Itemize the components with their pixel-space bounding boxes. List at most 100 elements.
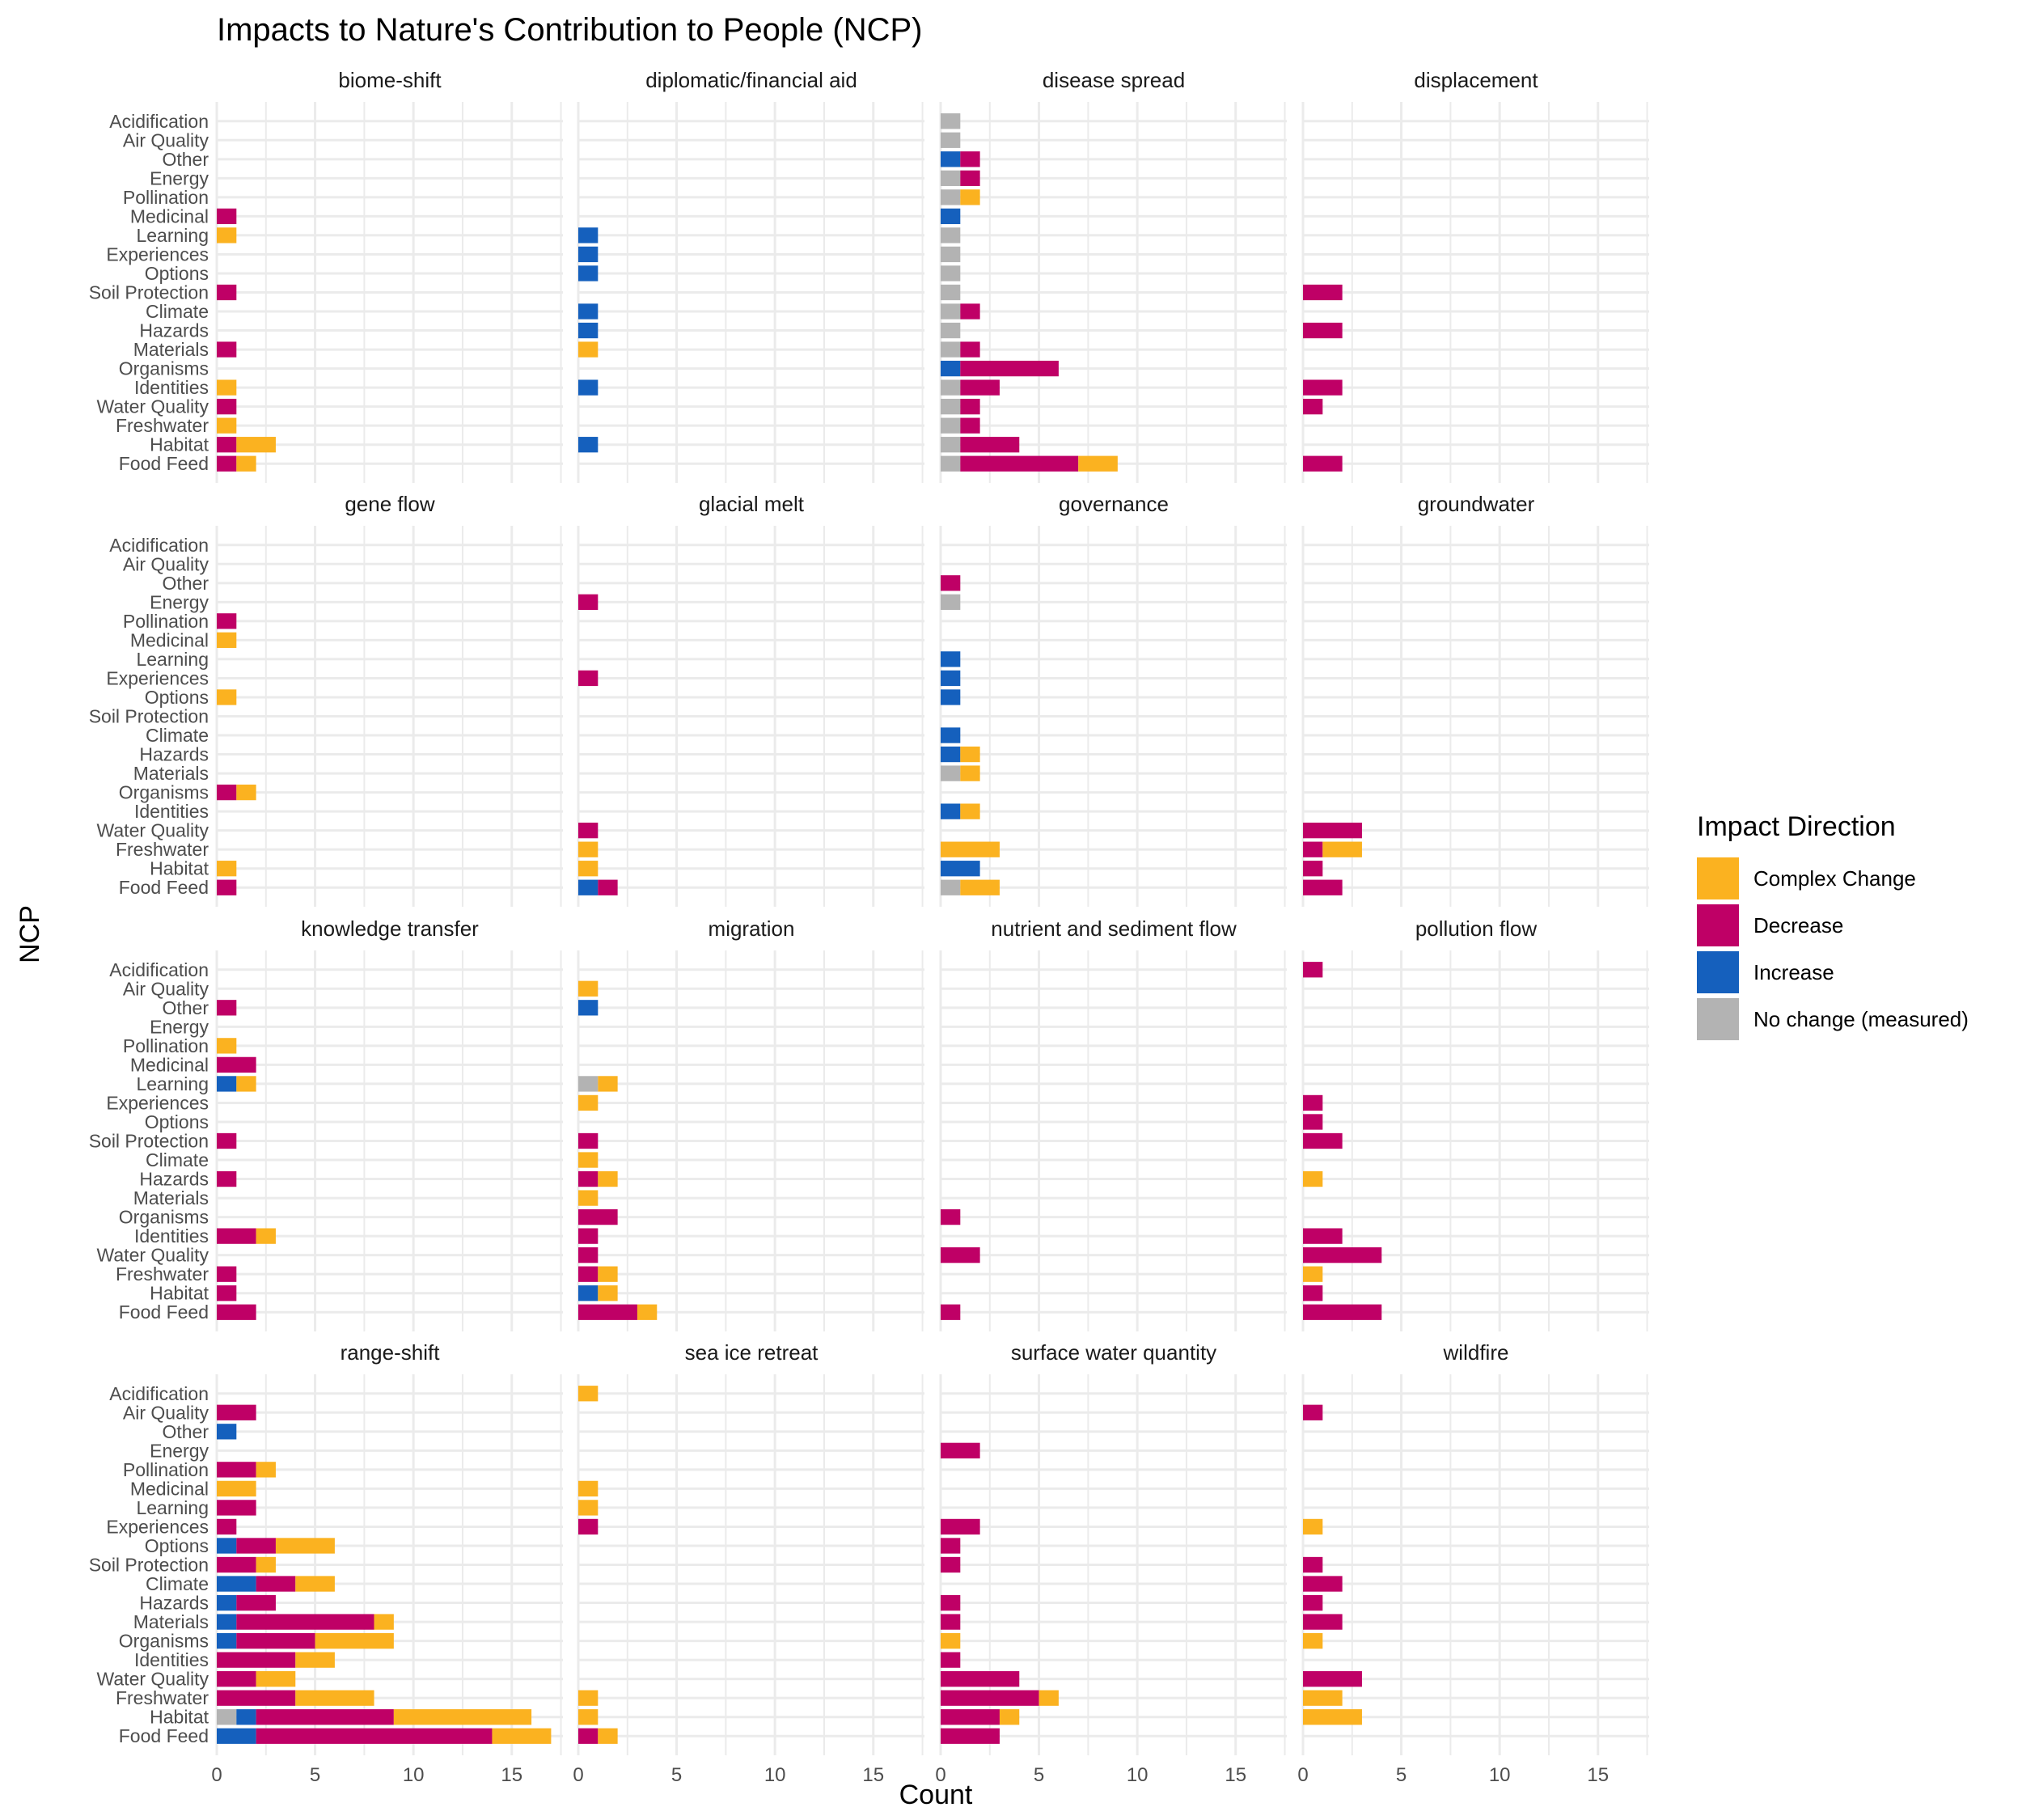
y-tick-label: Water Quality (97, 1669, 209, 1690)
bar-habitat-complex-change (578, 1709, 599, 1725)
facet-title: surface water quantity (1011, 1340, 1216, 1365)
y-tick-label: Options (145, 1111, 209, 1132)
x-tick-label: 5 (1034, 1764, 1044, 1786)
y-tick-label: Pollination (123, 611, 209, 632)
bar-experiences-decrease (941, 1518, 980, 1535)
bar-freshwater-complex-change (1322, 841, 1362, 857)
bar-identities-decrease (1303, 379, 1343, 396)
bar-hazards-decrease (1303, 1594, 1323, 1611)
facet-panel-diplomatic-financial-aid: diplomatic/financial aid (577, 68, 924, 483)
bar-food-feed-decrease (960, 455, 1079, 472)
facet-panel-sea-ice-retreat: sea ice retreat 0 5 10 15 (573, 1340, 924, 1786)
y-tick-label: Habitat (150, 1707, 209, 1728)
bar-food-feed-decrease (256, 1728, 493, 1744)
bar-hazards-decrease (578, 1170, 599, 1187)
y-tick-label: Organisms (119, 1631, 209, 1652)
y-tick-label: Acidification (109, 111, 209, 132)
y-tick-label: Energy (150, 1440, 209, 1461)
bar-habitat-complex-change (236, 437, 276, 453)
facet-panel-wildfire: wildfire 0 5 10 15 (1297, 1340, 1649, 1786)
x-tick-label: 10 (764, 1764, 786, 1786)
bar-options-complex-change (275, 1538, 335, 1554)
y-tick-label: Options (145, 1535, 209, 1556)
facet-title: diplomatic/financial aid (645, 68, 857, 92)
facet-panel-nutrient-and-sediment-flow: nutrient and sediment flow (939, 916, 1287, 1331)
bar-climate-decrease (960, 303, 980, 320)
bar-food-feed-decrease (1303, 455, 1343, 472)
y-tick-label: Identities (134, 377, 209, 398)
bar-air-quality-complex-change (578, 980, 599, 997)
y-tick-label: Organisms (119, 782, 209, 803)
bar-food-feed-decrease (578, 1304, 637, 1320)
y-tick-label: Food Feed (119, 1725, 209, 1746)
x-tick-label: 0 (211, 1764, 222, 1786)
bar-identities-complex-change (295, 1652, 335, 1668)
bar-freshwater-complex-change (941, 841, 1000, 857)
chart-title: Impacts to Nature's Contribution to Peop… (217, 12, 922, 48)
bar-medicinal-complex-change (217, 1480, 256, 1497)
bar-climate-increase (217, 1576, 256, 1592)
bar-climate-decrease (256, 1576, 296, 1592)
bar-air-quality-decrease (217, 1404, 256, 1420)
bar-learning-increase (578, 227, 599, 243)
bar-organisms-decrease (941, 1208, 961, 1225)
bar-soil-protection-decrease (941, 1556, 961, 1573)
bar-food-feed-decrease (578, 1728, 599, 1744)
bar-climate-decrease (1303, 1576, 1343, 1592)
bar-food-feed-decrease (217, 1304, 256, 1320)
bar-identities-decrease (1303, 1228, 1343, 1244)
bar-options-decrease (236, 1538, 276, 1554)
y-tick-label: Water Quality (97, 820, 209, 841)
bar-water-quality-decrease (217, 1671, 256, 1687)
y-tick-label: Materials (133, 339, 209, 360)
bar-organisms-complex-change (1303, 1632, 1323, 1649)
y-tick-label: Food Feed (119, 1302, 209, 1323)
legend-title: Impact Direction (1697, 811, 1896, 842)
bar-identities-complex-change (256, 1228, 276, 1244)
bar-pollination-complex-change (960, 189, 980, 205)
y-tick-label: Acidification (109, 1383, 209, 1404)
bar-water-quality-decrease (941, 1671, 1020, 1687)
bar-habitat-decrease (960, 437, 1020, 453)
y-tick-label: Experiences (106, 1092, 209, 1113)
y-tick-label: Pollination (123, 1459, 209, 1480)
y-tick-label: Hazards (139, 320, 209, 341)
bar-food-feed-complex-change (637, 1304, 658, 1320)
y-axis-title: NCP (15, 905, 45, 963)
bar-hazards-increase (941, 746, 961, 763)
bar-materials-no-change-measured (941, 341, 961, 358)
bar-food-feed-complex-change (598, 1728, 618, 1744)
bar-options-complex-change (217, 689, 237, 705)
facet-panel-surface-water-quantity: surface water quantity 0 5 10 15 (935, 1340, 1287, 1786)
facet-panel-migration: migration (577, 916, 924, 1331)
bar-climate-increase (578, 303, 599, 320)
bar-medicinal-decrease (217, 208, 237, 225)
bar-habitat-decrease (941, 1709, 1000, 1725)
bar-organisms-decrease (236, 1632, 315, 1649)
bar-organisms-increase (217, 1632, 237, 1649)
y-tick-label: Learning (136, 649, 209, 670)
bar-water-quality-decrease (941, 1247, 980, 1263)
facet-title: biome-shift (338, 68, 442, 92)
bar-hazards-increase (578, 322, 599, 339)
bar-materials-no-change-measured (941, 765, 961, 781)
bar-soil-protection-decrease (1303, 1132, 1343, 1149)
bar-freshwater-complex-change (1303, 1690, 1343, 1706)
y-tick-label: Acidification (109, 959, 209, 980)
y-tick-label: Freshwater (116, 1263, 209, 1285)
bar-habitat-complex-change (598, 1285, 618, 1302)
bar-water-quality-decrease (1303, 1671, 1362, 1687)
bar-experiences-decrease (578, 670, 599, 687)
bar-food-feed-decrease (1303, 879, 1343, 895)
y-tick-label: Energy (150, 591, 209, 612)
bar-energy-decrease (960, 170, 980, 186)
bar-experiences-decrease (578, 1518, 599, 1535)
bar-options-decrease (1303, 1114, 1323, 1130)
bar-identities-increase (578, 379, 599, 396)
bar-organisms-decrease (578, 1208, 618, 1225)
y-tick-label: Experiences (106, 1516, 209, 1537)
y-tick-label: Options (145, 263, 209, 284)
y-tick-label: Food Feed (119, 877, 209, 898)
facet-title: disease spread (1043, 68, 1185, 92)
